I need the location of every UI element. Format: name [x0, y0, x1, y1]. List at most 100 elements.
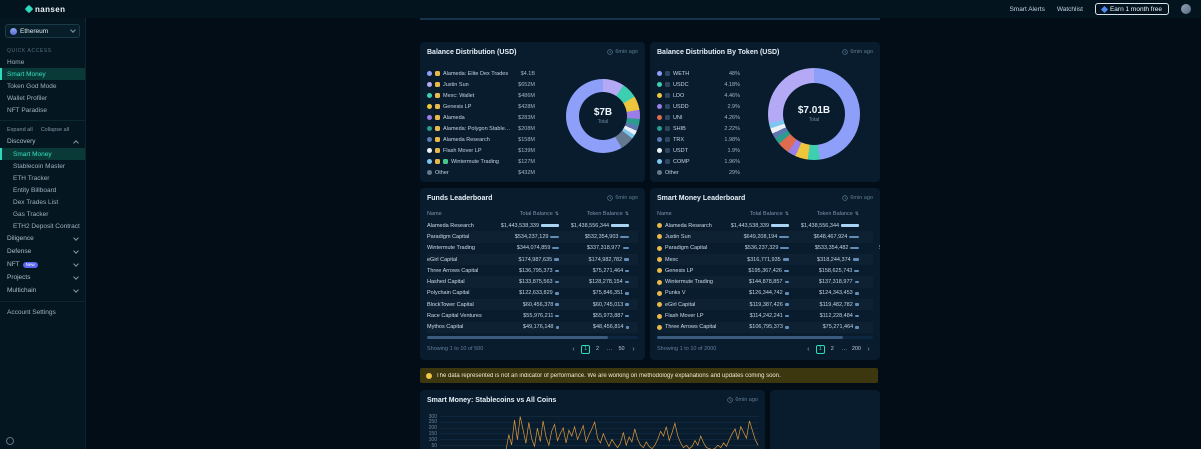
table-row[interactable]: Alameda Research $1,443,538,339 $1,438,556… [657, 220, 873, 231]
table-row[interactable]: Mexc$316,771,935$318,244,374$3.15 [657, 254, 873, 265]
balance-bar [624, 280, 629, 284]
next-page-button[interactable]: › [867, 345, 870, 353]
page-button-1[interactable]: 1 [815, 344, 825, 354]
table-row[interactable]: Paradigm Capital $536,237,329 $533,354,482… [657, 243, 880, 254]
column-header-text: Total Balance [749, 211, 783, 217]
legend-name: SHIB [673, 125, 686, 132]
page-button-50[interactable]: 50 [618, 346, 625, 353]
help-chat-icon[interactable] [6, 437, 14, 445]
sidebar-item-stablecoin-master[interactable]: Stablecoin Master [13, 162, 66, 170]
entity-badge-icon [435, 126, 440, 131]
sidebar-section-discovery[interactable]: Discovery [0, 135, 85, 148]
sidebar-item-dex-trades-list[interactable]: Dex Trades List [13, 198, 59, 206]
horizontal-scrollbar[interactable] [657, 335, 873, 339]
sidebar-item-gas-tracker[interactable]: Gas Tracker [13, 210, 49, 218]
column-header-total-balance[interactable]: Total Balance ⇅ [719, 211, 789, 217]
column-header-total-balance[interactable]: Total Balance ⇅ [489, 211, 559, 217]
table-row[interactable]: Three Arrows Capital $106,795,373 $75,271,… [657, 322, 873, 333]
sort-icon[interactable]: ⇅ [554, 211, 559, 217]
table-row[interactable]: Race Capital Ventures $55,976,211 $55,973,… [427, 310, 638, 321]
table-row[interactable]: Polychain Capital $122,633,829 $75,846,351… [427, 288, 638, 299]
prev-page-button[interactable]: ‹ [572, 345, 575, 353]
sidebar-item-account-settings[interactable]: Account Settings [7, 308, 56, 316]
sidebar-item-eth-tracker[interactable]: ETH Tracker [13, 174, 50, 182]
scrollbar-thumb[interactable] [427, 335, 609, 339]
sidebar-section-defense[interactable]: Defense [0, 245, 85, 258]
cell-value: $124,343,453 [819, 290, 853, 297]
table-row[interactable]: Genesis LP$195,367,426$158,625,743$63.84 [657, 265, 873, 276]
legend-value: $652M [518, 81, 535, 88]
expand-all-button[interactable]: Expand all [7, 127, 33, 133]
expand-collapse-row: Expand all Collapse all [0, 125, 85, 135]
nansen-logo[interactable]: nansen [24, 5, 65, 14]
sidebar-item-smart-money[interactable]: Smart Money [0, 68, 85, 80]
legend-value: 1.9% [727, 147, 740, 154]
table-row[interactable]: Wintermute Trading $344,074,859 $337,318,9… [427, 243, 638, 254]
legend-item: Alameda: Elite Dex Trades $4.1B [427, 68, 535, 79]
table-row[interactable]: Mythos Capital$49,176,148$48,456,814$7.1… [427, 322, 638, 333]
collapse-all-button[interactable]: Collapse all [40, 127, 70, 133]
sort-icon[interactable]: ⇅ [624, 211, 629, 217]
table-row[interactable]: Punks V$126,344,742$124,343,453$2.01 [657, 288, 873, 299]
horizontal-scrollbar[interactable] [427, 335, 638, 339]
sidebar-item-nft-paradise[interactable]: NFT Paradise [7, 106, 47, 114]
sidebar-section-diligence[interactable]: Diligence [0, 232, 85, 245]
sidebar-item-token-god-mode[interactable]: Token God Mode [7, 82, 57, 90]
prev-page-button[interactable]: ‹ [807, 345, 810, 353]
cell-value: $1,443,538,339 [730, 222, 769, 229]
sidebar-section-multichain[interactable]: Multichain [0, 284, 85, 297]
table-row[interactable]: Wintermute Trading $144,878,857 $137,318,9… [657, 276, 873, 287]
table-row[interactable]: Hashed Capital$133,875,563$128,278,154$9… [427, 276, 638, 287]
chain-selector[interactable]: Ethereum [5, 24, 80, 38]
sidebar-item-entity-billboard[interactable]: Entity Billboard [13, 186, 57, 194]
page-button-2[interactable]: 2 [595, 346, 600, 353]
warning-icon [426, 372, 432, 379]
sort-icon[interactable]: ⇅ [854, 211, 859, 217]
sidebar-section-nft[interactable]: NFT New [0, 258, 85, 271]
row-name: Flash Mover LP [657, 313, 719, 319]
cell-token-balance: $75,271,464 [789, 324, 859, 330]
earn-month-free-button[interactable]: Earn 1 month free [1094, 3, 1169, 15]
entity-badge-icon [665, 137, 670, 142]
cell-token-balance: $174,982,782 [559, 257, 629, 263]
page-button-1[interactable]: 1 [581, 344, 590, 354]
sidebar-item-eth2-deposit-contract[interactable]: ETH2 Deposit Contract [13, 222, 80, 230]
avatar[interactable] [1181, 4, 1191, 14]
table-row[interactable]: Paradigm Capital $534,237,129 $532,354,903… [427, 231, 638, 242]
cell-total-balance: $106,795,373 [719, 324, 789, 330]
sidebar-item-smart-money[interactable]: Smart Money [0, 148, 85, 160]
legend-item: Flash Mover LP $139M [427, 145, 535, 156]
sort-icon[interactable]: ⇅ [784, 211, 789, 217]
table-row[interactable]: Three Arrows Capital $136,795,373 $75,271,… [427, 265, 638, 276]
column-header-name[interactable]: Name [427, 211, 442, 217]
divider [0, 301, 85, 302]
card-title: Funds Leaderboard [427, 195, 493, 202]
column-header-name[interactable]: Name [657, 211, 672, 217]
table-row[interactable]: eGirl Capital$119,387,426$119,482,782$60… [657, 299, 873, 310]
table-row[interactable]: BlockTower Capital $60,456,378 $60,745,013… [427, 299, 638, 310]
table-row[interactable]: Alameda Research $1,443,538,339 $1,438,556… [427, 220, 638, 231]
cell-value: $60,745,013 [592, 301, 624, 308]
scrollbar-thumb[interactable] [657, 335, 843, 339]
table-row[interactable]: eGirl Capital$174,987,635$174,982,782$1.… [427, 254, 638, 265]
cell-total-balance: $55,976,211 [489, 313, 559, 319]
column-header-token-balance[interactable]: Token Balance ⇅ [789, 211, 859, 217]
cell-total-balance: $649,208,194 [719, 234, 789, 240]
sidebar-item-home[interactable]: Home [7, 58, 25, 66]
column-header-token-balance[interactable]: Token Balance ⇅ [559, 211, 629, 217]
next-page-button[interactable]: › [632, 345, 635, 353]
table-row[interactable]: Justin Sun$649,208,194$648,467,924$0.74 [657, 231, 873, 242]
sidebar-section-projects[interactable]: Projects [0, 271, 85, 284]
table-row[interactable]: Flash Mover LP$114,242,241$112,228,484$1… [657, 310, 873, 321]
cell-extra: $9.34 [629, 279, 645, 285]
watchlist-link[interactable]: Watchlist [1056, 5, 1083, 13]
cell-value: $618.42 [879, 245, 880, 251]
page-button-2[interactable]: 2 [830, 346, 834, 353]
clock-icon [842, 49, 849, 55]
page-button-200[interactable]: 200 [851, 346, 861, 353]
smart-alerts-link[interactable]: Smart Alerts [1009, 5, 1045, 13]
sidebar-item-wallet-profiler[interactable]: Wallet Profiler [7, 94, 48, 102]
row-name: Paradigm Capital [657, 245, 719, 251]
cell-total-balance: $114,242,241 [719, 313, 789, 319]
legend-dot [427, 71, 432, 76]
